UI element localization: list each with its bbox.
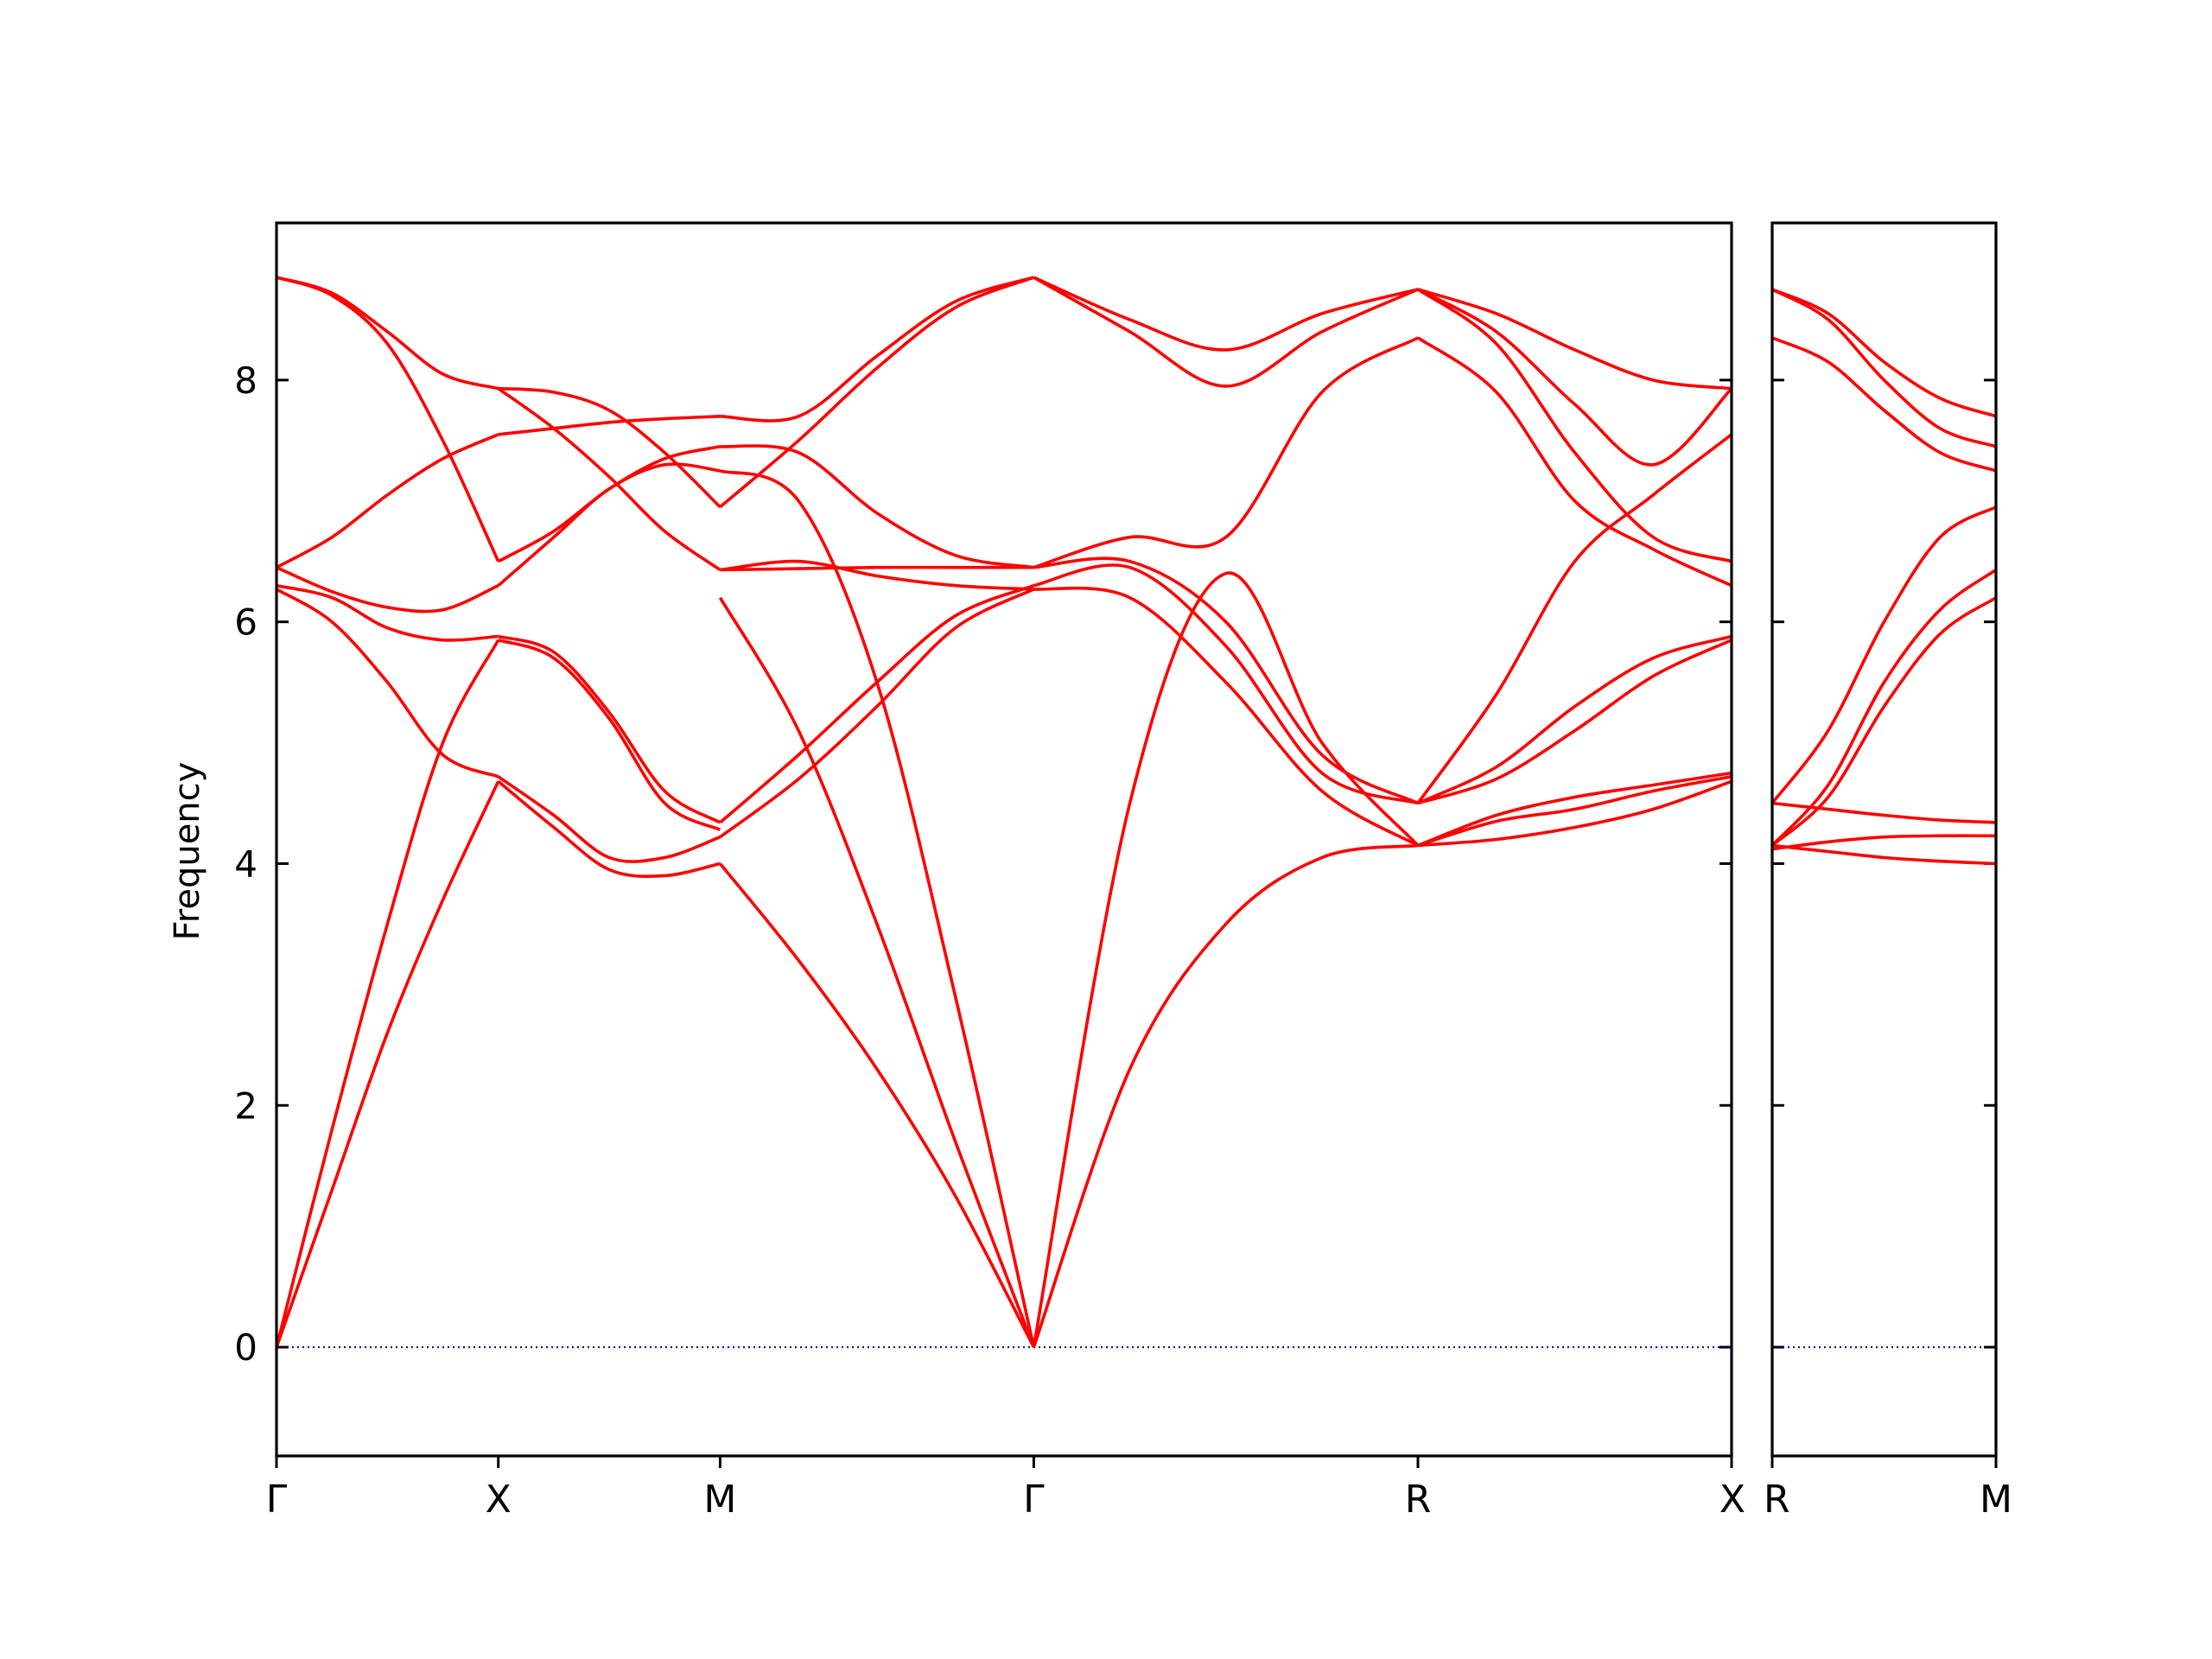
- band-line-M-Γ-9: [720, 276, 1034, 423]
- band-lines: [275, 276, 1998, 1348]
- band-line-R-M-6: [1771, 336, 1997, 473]
- band-line-R-M-8: [1771, 288, 1997, 418]
- band-line-X-M-8: [498, 386, 721, 509]
- band-line-Γ-X-2: [276, 588, 499, 779]
- panel-frame-0: [275, 221, 1733, 1458]
- band-line-X-M-0: [497, 779, 721, 879]
- x-tick-label: R: [1764, 1478, 1790, 1522]
- band-line-X-M-2: [498, 638, 721, 831]
- band-line-R-M-5: [1770, 505, 1997, 804]
- x-tick-label: M: [1980, 1478, 2012, 1522]
- band-line-R-M-0: [1771, 843, 1997, 866]
- band-line-R-X-7: [1416, 288, 1732, 563]
- band-line-R-X-4: [1417, 634, 1732, 805]
- band-line-Γ-R-1: [1032, 571, 1420, 1348]
- band-line-Γ-X-7: [276, 276, 499, 391]
- band-line-R-X-1: [1417, 775, 1732, 848]
- band-line-Γ-X-5: [276, 433, 499, 569]
- band-line-Γ-X-3: [276, 583, 499, 642]
- x-tick-label: X: [1719, 1478, 1745, 1522]
- y-axis-label: Frequency: [168, 762, 207, 941]
- y-tick-label: 8: [234, 359, 257, 402]
- y-tick-label: 6: [234, 601, 257, 644]
- band-line-R-X-3: [1417, 639, 1732, 805]
- band-line-M-Γ-7: [720, 444, 1034, 569]
- band-line-Γ-R-7: [1033, 276, 1419, 388]
- band-line-Γ-R-4: [1033, 556, 1419, 805]
- x-tick-label: Γ: [266, 1478, 288, 1522]
- band-line-X-M-7: [497, 387, 721, 571]
- band-line-Γ-X-6: [276, 276, 500, 563]
- x-tick-label: R: [1405, 1478, 1432, 1522]
- band-line-Γ-X-0: [275, 780, 500, 1348]
- band-line-R-X-8: [1417, 288, 1733, 467]
- band-line-R-M-3: [1770, 596, 1997, 847]
- band-line-Γ-R-3: [1033, 563, 1419, 805]
- band-line-X-M-3: [498, 634, 721, 824]
- band-line-M-Γ-0: [719, 862, 1035, 1348]
- band-line-Γ-X-1: [275, 639, 500, 1348]
- band-line-R-X-6: [1416, 336, 1732, 588]
- x-tick-label: M: [703, 1478, 736, 1522]
- band-line-R-X-9: [1417, 288, 1732, 391]
- band-line-R-M-7: [1771, 288, 1997, 448]
- band-line-Γ-R-6: [1033, 276, 1419, 352]
- band-line-Γ-R-2: [1033, 586, 1419, 848]
- band-line-M-Γ-1: [719, 588, 1035, 839]
- band-line-X-M-1: [497, 775, 721, 863]
- band-line-R-X-0: [1417, 779, 1732, 848]
- band-line-X-M-6: [498, 415, 721, 436]
- band-line-M-Γ-8: [719, 276, 1035, 509]
- band-line-Γ-R-0: [1032, 843, 1419, 1348]
- band-line-R-X-5: [1416, 433, 1733, 804]
- band-line-R-M-1: [1771, 834, 1997, 851]
- band-line-Γ-X-4: [276, 566, 499, 613]
- y-tick-label: 0: [234, 1326, 257, 1369]
- band-line-X-M-5: [497, 445, 721, 563]
- x-tick-label: X: [486, 1478, 512, 1522]
- band-line-R-M-4: [1770, 569, 1998, 847]
- panel-frames: [275, 221, 1998, 1458]
- panel-frame-1: [1770, 221, 1998, 1458]
- y-tick-label: 2: [234, 1084, 257, 1127]
- band-line-M-Γ-2: [719, 584, 1035, 824]
- band-line-M-Γ-4: [719, 469, 1036, 1348]
- x-tick-label: Γ: [1023, 1478, 1045, 1522]
- band-line-M-Γ-6: [720, 559, 1034, 591]
- band-line-Γ-R-5: [1033, 336, 1419, 569]
- band-line-M-Γ-5: [720, 565, 1034, 572]
- band-line-X-M-4: [497, 462, 721, 588]
- y-tick-label: 4: [234, 842, 257, 885]
- band-line-R-X-2: [1417, 771, 1732, 848]
- band-line-M-Γ-3: [718, 596, 1036, 1348]
